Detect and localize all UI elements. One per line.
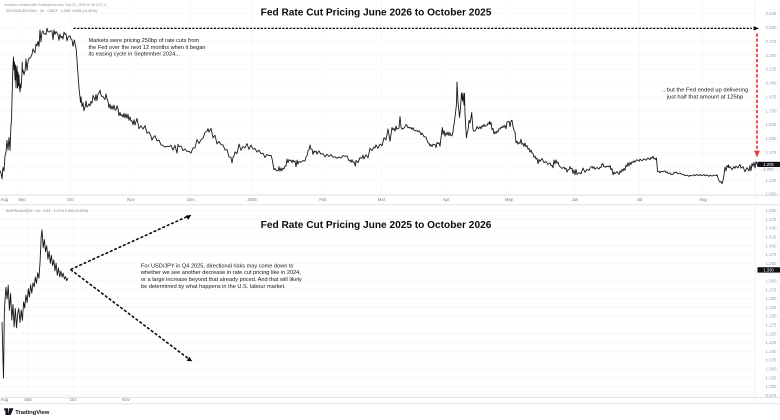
svg-text:1.475: 1.475 <box>766 217 778 222</box>
svg-text:1.375: 1.375 <box>766 150 778 155</box>
svg-text:2025: 2025 <box>247 197 257 202</box>
svg-text:Aug: Aug <box>1 397 9 402</box>
svg-text:1.450: 1.450 <box>766 226 778 231</box>
svg-text:0.975: 0.975 <box>766 393 778 398</box>
svg-text:Feb: Feb <box>319 197 327 202</box>
svg-text:May: May <box>505 197 514 202</box>
svg-text:1.300: 1.300 <box>766 279 778 284</box>
svg-text:1.050: 1.050 <box>766 367 778 372</box>
svg-text:or a large increase beyond tha: or a large increase beyond that already … <box>141 277 302 283</box>
svg-text:1.000: 1.000 <box>766 384 778 389</box>
svg-text:...but the Fed ended up delive: ...but the Fed ended up delivering <box>662 88 748 94</box>
svg-text:Aug: Aug <box>1 197 9 202</box>
svg-text:2.500: 2.500 <box>766 25 778 30</box>
svg-text:1.025: 1.025 <box>766 375 778 380</box>
svg-text:Oct: Oct <box>67 197 74 202</box>
svg-text:Jun: Jun <box>572 197 579 202</box>
svg-text:4xmacro created with TradingVi: 4xmacro created with TradingView.com, Se… <box>5 3 106 7</box>
svg-text:Nov: Nov <box>122 397 130 402</box>
svg-text:1.425: 1.425 <box>766 235 778 240</box>
svg-text:Nov: Nov <box>127 197 135 202</box>
svg-text:whether we see another decreas: whether we see another decrease in rate … <box>140 270 301 276</box>
svg-text:1.125: 1.125 <box>766 340 778 345</box>
svg-text:Oct: Oct <box>70 397 77 402</box>
svg-text:1.200: 1.200 <box>766 314 778 319</box>
svg-text:Fed Rate Cut Pricing June 2025: Fed Rate Cut Pricing June 2025 to Octobe… <box>261 220 492 231</box>
svg-text:1.625: 1.625 <box>766 122 778 127</box>
svg-text:1.250: 1.250 <box>766 296 778 301</box>
svg-text:1.330: 1.330 <box>763 267 774 272</box>
svg-text:Fed Rate Cut Pricing June 2026: Fed Rate Cut Pricing June 2026 to Octobe… <box>261 8 492 19</box>
svg-text:Mar: Mar <box>378 197 386 202</box>
svg-text:1.100: 1.100 <box>766 349 778 354</box>
svg-text:its easing cycle in September: its easing cycle in September 2024... <box>89 51 181 57</box>
svg-text:1.500: 1.500 <box>766 208 778 213</box>
svg-text:1.375: 1.375 <box>766 252 778 257</box>
svg-text:1.125: 1.125 <box>766 178 778 183</box>
svg-text:Jul: Jul <box>637 197 642 202</box>
svg-text:be determined by what happens: be determined by what happens in the U.S… <box>141 284 286 290</box>
svg-text:Markets were pricing 250bp of: Markets were pricing 250bp of rate cuts … <box>89 38 200 44</box>
svg-text:1.875: 1.875 <box>766 95 778 100</box>
svg-text:1.175: 1.175 <box>766 323 778 328</box>
svg-text:1.275: 1.275 <box>766 287 778 292</box>
svg-text:2.125: 2.125 <box>766 67 778 72</box>
svg-text:A0JPM-A0JQ25 · 1h · 4.33 · 1.2: A0JPM-A0JQ25 · 1h · 4.33 · 1.27% 0.000 (… <box>6 209 88 213</box>
svg-text:2.375: 2.375 <box>766 39 778 44</box>
svg-text:the Fed over the next 12 month: the Fed over the next 12 months when it … <box>89 45 206 51</box>
svg-text:2.250: 2.250 <box>766 53 778 58</box>
svg-text:Dec: Dec <box>187 197 194 202</box>
svg-text:1.350: 1.350 <box>766 261 778 266</box>
svg-text:Sep: Sep <box>18 197 26 202</box>
svg-text:just half that amount at 125bp: just half that amount at 125bp <box>666 94 743 100</box>
svg-text:1.750: 1.750 <box>766 108 778 113</box>
svg-text:For USD/JPY in Q4 2025, direct: For USD/JPY in Q4 2025, directional risk… <box>141 263 294 269</box>
svg-text:2.625: 2.625 <box>766 11 778 16</box>
svg-text:TradingView: TradingView <box>15 410 50 416</box>
svg-text:1.150: 1.150 <box>766 331 778 336</box>
svg-text:1.500: 1.500 <box>766 136 778 141</box>
svg-text:1.000: 1.000 <box>766 192 778 197</box>
svg-text:30Y2025-30Y2024 · 2h · CBOT ·: 30Y2025-30Y2024 · 2h · CBOT · 1.205 -0.0… <box>6 9 97 13</box>
svg-text:Aug: Aug <box>699 197 707 202</box>
svg-text:2.000: 2.000 <box>766 81 778 86</box>
svg-text:Apr: Apr <box>443 197 450 202</box>
svg-text:1.075: 1.075 <box>766 358 778 363</box>
svg-text:1.400: 1.400 <box>766 243 778 248</box>
svg-text:1.205: 1.205 <box>763 162 774 167</box>
svg-text:Sep: Sep <box>24 397 32 402</box>
svg-text:1.225: 1.225 <box>766 305 778 310</box>
svg-text:1.202: 1.202 <box>763 167 774 172</box>
